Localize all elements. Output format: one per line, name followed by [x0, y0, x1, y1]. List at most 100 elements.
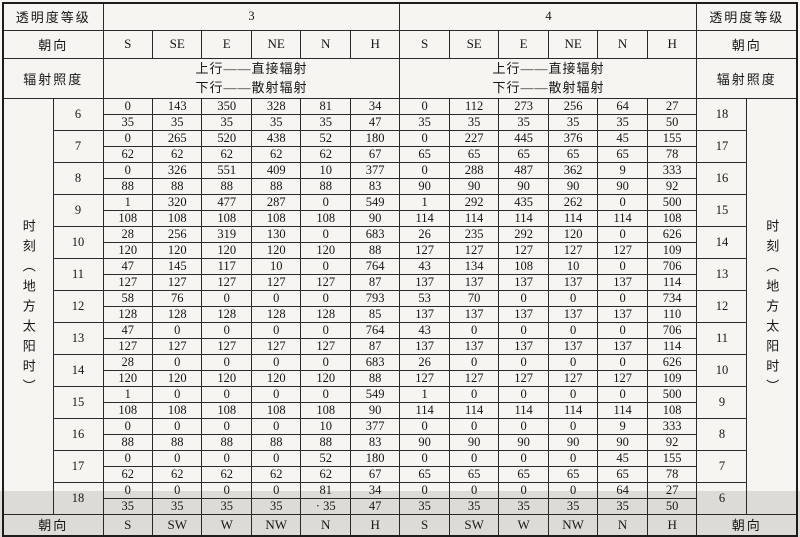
- irradiance-header-row: 辐射照度 上行——直接辐射 下行——散射辐射 上行——直接辐射 下行——散射辐射…: [2, 57, 798, 99]
- diffuse-cell: 78: [646, 465, 698, 483]
- direct-cell: 0: [151, 385, 203, 403]
- direct-cell: 376: [547, 129, 599, 147]
- diffuse-cell: 62: [300, 145, 351, 163]
- direct-cell: 143: [151, 97, 203, 115]
- diffuse-cell: 127: [448, 241, 500, 259]
- diffuse-cell: 65: [597, 465, 648, 483]
- direct-cell: 0: [399, 449, 450, 467]
- diffuse-cell: 127: [300, 337, 351, 355]
- diffuse-cell: 120: [250, 369, 302, 387]
- direct-cell: 0: [250, 353, 302, 371]
- direct-cell: 10: [300, 161, 351, 179]
- diffuse-cell: 35: [597, 113, 648, 131]
- direct-cell: 377: [349, 161, 401, 179]
- orientation-cell: SE: [448, 29, 500, 59]
- direct-cell: 180: [349, 129, 401, 147]
- direct-cell: 1: [399, 385, 450, 403]
- hour-cell-right: 7: [696, 449, 748, 483]
- diffuse-cell: 90: [399, 177, 450, 195]
- diffuse-cell: 114: [646, 273, 698, 291]
- direct-cell: 409: [250, 161, 302, 179]
- direct-cell: 734: [646, 289, 698, 307]
- direct-cell: 438: [250, 129, 302, 147]
- diffuse-cell: 127: [201, 337, 252, 355]
- direct-cell: 1: [102, 193, 154, 211]
- diffuse-cell: 120: [151, 241, 203, 259]
- diffuse-cell: 35: [151, 113, 203, 131]
- direct-cell: 0: [151, 449, 203, 467]
- table-row: 127 127 127 127 127 87 137 137 137 137 137 114: [3, 273, 797, 291]
- diffuse-cell: 62: [151, 465, 203, 483]
- hour-cell-left: 16: [52, 417, 104, 451]
- diffuse-cell: 114: [498, 209, 549, 227]
- table-row: 11 47 145 117 10 0 764 43 134 108 10 0 706 13: [3, 257, 797, 291]
- diffuse-cell: 35: [201, 113, 252, 131]
- diffuse-cell: 90: [547, 433, 599, 451]
- direct-cell: 81: [300, 97, 351, 115]
- diffuse-cell: 83: [349, 433, 401, 451]
- diffuse-cell: 127: [547, 369, 599, 387]
- diffuse-cell: 108: [102, 401, 154, 419]
- diffuse-cell: 35: [547, 497, 599, 515]
- direct-cell: 0: [201, 417, 252, 435]
- diffuse-cell: 127: [597, 241, 648, 259]
- diffuse-cell: 108: [151, 209, 203, 227]
- direct-cell: 227: [448, 129, 500, 147]
- diffuse-cell: 65: [597, 145, 648, 163]
- direct-cell: 155: [646, 129, 698, 147]
- direct-cell: 0: [300, 353, 351, 371]
- time-axis-label-right: 时刻（地方太阳时）: [746, 97, 798, 515]
- diffuse-cell: 90: [349, 209, 401, 227]
- hour-cell-left: 6: [52, 97, 104, 131]
- hour-cell-right: 12: [696, 289, 748, 323]
- diffuse-cell: 65: [399, 465, 450, 483]
- table-row: 120 120 120 120 120 88 127 127 127 127 127 109: [3, 241, 797, 259]
- diffuse-cell: 137: [448, 305, 500, 323]
- diffuse-cell: 35: [399, 497, 450, 515]
- diffuse-cell: 62: [300, 465, 351, 483]
- hour-cell-right: 14: [696, 225, 748, 259]
- diffuse-cell: 120: [102, 241, 154, 259]
- direct-cell: 445: [498, 129, 549, 147]
- diffuse-cell: 110: [646, 305, 698, 323]
- diffuse-cell: 128: [201, 305, 252, 323]
- diffuse-cell: 87: [349, 337, 401, 355]
- direct-legend-line: 上行——直接辐射: [195, 61, 308, 76]
- diffuse-cell: 137: [399, 305, 450, 323]
- diffuse-cell: 114: [547, 401, 599, 419]
- diffuse-cell: 128: [250, 305, 302, 323]
- table-row: 127 127 127 127 127 87 137 137 137 137 137 114: [3, 337, 797, 355]
- diffuse-cell: 114: [399, 401, 450, 419]
- direct-cell: 47: [102, 257, 154, 275]
- orientation-cell: NE: [250, 29, 302, 59]
- irradiance-label-right: 辐射照度: [696, 57, 798, 99]
- hour-cell-left: 11: [52, 257, 104, 291]
- direct-cell: 377: [349, 417, 401, 435]
- diffuse-cell: 108: [250, 209, 302, 227]
- irradiance-legend-right: 上行——直接辐射 下行——散射辐射: [399, 57, 698, 99]
- direct-cell: 320: [151, 193, 203, 211]
- table-row: 108 108 108 108 108 90 114 114 114 114 114 108: [3, 209, 797, 227]
- diffuse-cell: 35: [201, 497, 252, 515]
- diffuse-cell: 127: [448, 369, 500, 387]
- direct-cell: 28: [102, 225, 154, 243]
- direct-cell: 0: [151, 417, 203, 435]
- direct-cell: 0: [498, 321, 549, 339]
- direct-cell: 120: [547, 225, 599, 243]
- direct-cell: 0: [448, 481, 500, 499]
- data-table-body: 时刻（地方太阳时） 6 0 143 350 328 81 34 0 112 273 256 64 27 18…: [2, 97, 798, 515]
- direct-cell: 0: [399, 129, 450, 147]
- direct-cell: 0: [250, 481, 302, 499]
- orientation-cell: SW: [151, 513, 203, 537]
- table-row: 128 128 128 128 128 85 137 137 137 137 137 110: [3, 305, 797, 323]
- hour-cell-left: 12: [52, 289, 104, 323]
- direct-cell: 764: [349, 257, 401, 275]
- table-row: 18 0 0 0 0 81 34 0 0 0 0 64 27 6: [3, 481, 797, 515]
- table-row: 9 1 320 477 287 0 549 1 292 435 262 0 500 15: [3, 193, 797, 227]
- hour-cell-left: 10: [52, 225, 104, 259]
- orientation-cell: NW: [547, 513, 599, 537]
- direct-cell: 0: [498, 449, 549, 467]
- direct-cell: 117: [201, 257, 252, 275]
- direct-cell: 0: [547, 353, 599, 371]
